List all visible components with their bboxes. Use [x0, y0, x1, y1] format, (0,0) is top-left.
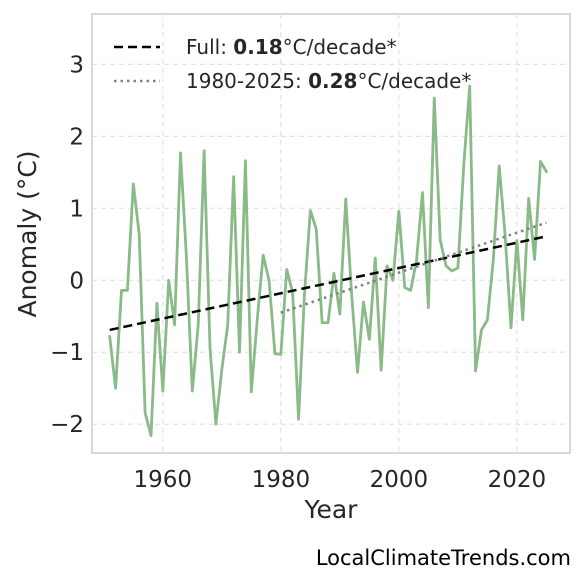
y-tick-label: −2: [50, 412, 84, 438]
site-credit: LocalClimateTrends.com: [315, 546, 571, 570]
x-tick-label: 1980: [252, 467, 311, 493]
series-layer: [108, 84, 548, 438]
series-line-trend-recent: [280, 221, 547, 314]
x-tick-label: 1960: [134, 467, 193, 493]
series-line-trend-full: [109, 235, 547, 332]
plot-area: [91, 13, 571, 454]
legend-full-suffix: °C/decade*: [283, 35, 397, 59]
y-tick-label: 2: [69, 124, 84, 150]
legend-full-value: 0.18: [233, 35, 282, 59]
y-tick-label: −1: [50, 340, 84, 366]
y-tick-label: 1: [69, 196, 84, 222]
y-tick-label: 3: [69, 52, 84, 78]
x-axis-label: Year: [304, 495, 359, 524]
series-line-observed: [108, 84, 548, 438]
tick-labels: 1960 1980 2000 2020 −2 −1 0 1 2 3: [50, 52, 546, 493]
legend-recent-value: 0.28: [308, 69, 357, 93]
x-tick-label: 2020: [488, 467, 547, 493]
legend: Full: 0.18°C/decade* 1980-2025: 0.28°C/d…: [114, 35, 471, 93]
legend-label-recent: 1980-2025: 0.28°C/decade*: [186, 69, 471, 93]
legend-recent-suffix: °C/decade*: [357, 69, 471, 93]
legend-recent-prefix: 1980-2025:: [186, 69, 308, 93]
legend-label-full: Full: 0.18°C/decade*: [186, 35, 397, 59]
y-tick-label: 0: [69, 268, 84, 294]
y-axis-label: Anomaly (°C): [13, 150, 42, 317]
legend-full-prefix: Full:: [186, 35, 233, 59]
x-tick-label: 2000: [370, 467, 429, 493]
